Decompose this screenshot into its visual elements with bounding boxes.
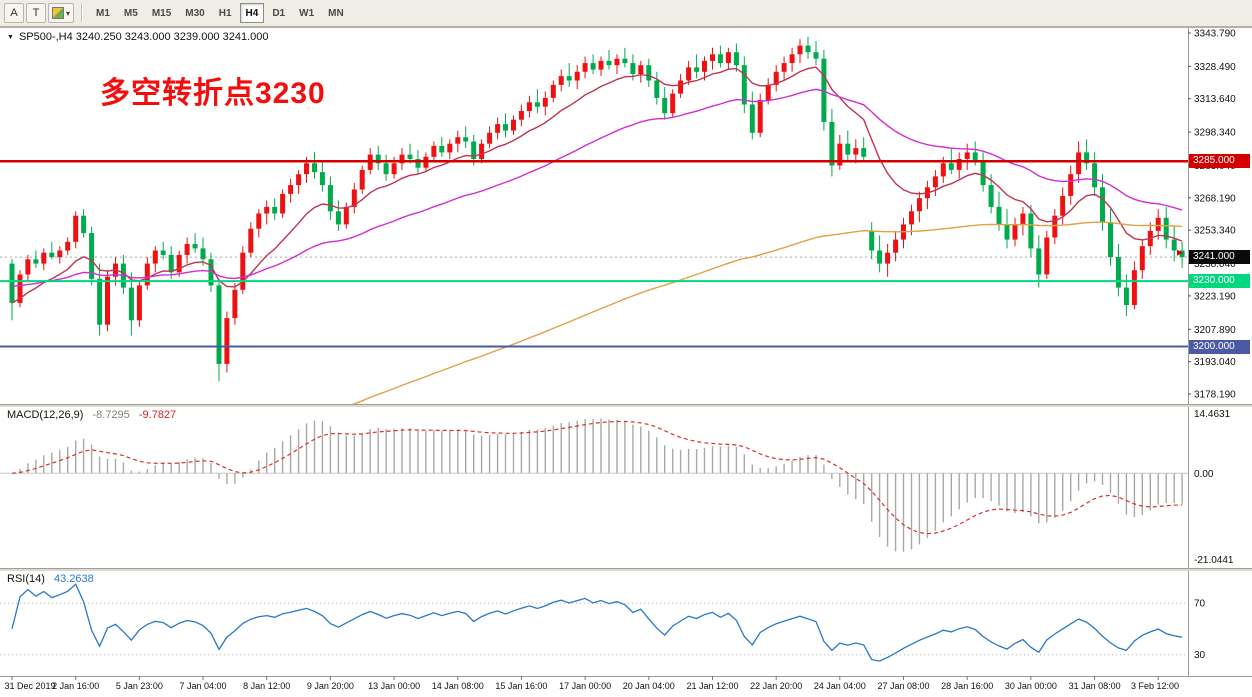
shapes-icon xyxy=(52,7,64,19)
svg-text:21 Jan 12:00: 21 Jan 12:00 xyxy=(686,681,738,691)
toolbar: A T ▾ M1 M5 M15 M30 H1 H4 D1 W1 MN xyxy=(0,0,1252,27)
svg-text:31 Jan 08:00: 31 Jan 08:00 xyxy=(1069,681,1121,691)
macd-name: MACD(12,26,9) xyxy=(7,409,84,421)
chart-title: ▼ SP500-,H4 3240.250 3243.000 3239.000 3… xyxy=(7,31,269,43)
svg-text:3178.190: 3178.190 xyxy=(1194,390,1236,401)
price-tag-3285: 3285.000 xyxy=(1189,154,1250,169)
svg-text:13 Jan 00:00: 13 Jan 00:00 xyxy=(368,681,420,691)
drawing-tools-button[interactable]: ▾ xyxy=(48,3,75,23)
svg-text:27 Jan 08:00: 27 Jan 08:00 xyxy=(877,681,929,691)
svg-text:3193.040: 3193.040 xyxy=(1194,357,1236,368)
macd-main-value: -8.7295 xyxy=(92,409,130,421)
timeframe-h1[interactable]: H1 xyxy=(213,3,238,23)
price-tag-3200: 3200.000 xyxy=(1189,339,1250,354)
ma-long-line xyxy=(351,221,1183,404)
svg-text:7 Jan 04:00: 7 Jan 04:00 xyxy=(179,681,226,691)
rsi-value: 43.2638 xyxy=(53,573,94,585)
svg-text:17 Jan 00:00: 17 Jan 00:00 xyxy=(559,681,611,691)
svg-text:28 Jan 16:00: 28 Jan 16:00 xyxy=(941,681,993,691)
main-price-pane[interactable] xyxy=(0,36,1188,529)
svg-text:3313.640: 3313.640 xyxy=(1194,94,1236,105)
timeframe-m5[interactable]: M5 xyxy=(118,3,144,23)
svg-text:-21.0441: -21.0441 xyxy=(1194,555,1234,566)
timeframe-m1[interactable]: M1 xyxy=(90,3,116,23)
ma-slow-line xyxy=(11,88,1183,287)
macd-signal-value: -9.7827 xyxy=(138,409,177,421)
rsi-name: RSI(14) xyxy=(7,573,45,585)
timeframe-m30[interactable]: M30 xyxy=(179,3,210,23)
timeframe-mn[interactable]: MN xyxy=(322,3,350,23)
svg-text:3 Feb 12:00: 3 Feb 12:00 xyxy=(1131,681,1179,691)
panel-separator-macd[interactable] xyxy=(0,404,1252,407)
svg-text:3268.190: 3268.190 xyxy=(1194,193,1236,204)
text-tool-button[interactable]: T xyxy=(26,3,46,23)
rsi-pane[interactable] xyxy=(0,583,1188,662)
svg-text:8 Jan 12:00: 8 Jan 12:00 xyxy=(243,681,290,691)
price-arrow-icon xyxy=(1177,249,1183,256)
svg-text:14.4631: 14.4631 xyxy=(1194,409,1231,420)
svg-text:3328.490: 3328.490 xyxy=(1194,62,1236,73)
macd-pane[interactable] xyxy=(0,418,1188,552)
svg-text:3253.340: 3253.340 xyxy=(1194,226,1236,237)
dropdown-marker-icon: ▼ xyxy=(7,33,14,41)
svg-text:3207.890: 3207.890 xyxy=(1194,325,1236,336)
toolbar-separator xyxy=(81,4,84,22)
svg-text:3343.790: 3343.790 xyxy=(1194,29,1236,40)
svg-text:2 Jan 16:00: 2 Jan 16:00 xyxy=(52,681,99,691)
svg-text:9 Jan 20:00: 9 Jan 20:00 xyxy=(307,681,354,691)
svg-text:15 Jan 16:00: 15 Jan 16:00 xyxy=(495,681,547,691)
svg-text:14 Jan 08:00: 14 Jan 08:00 xyxy=(432,681,484,691)
svg-text:31 Dec 2019: 31 Dec 2019 xyxy=(4,681,55,691)
svg-text:70: 70 xyxy=(1194,599,1206,610)
price-tag-3230: 3230.000 xyxy=(1189,274,1250,289)
cursor-tool-button[interactable]: A xyxy=(4,3,24,23)
rsi-line xyxy=(11,583,1183,662)
caret-down-icon: ▾ xyxy=(66,8,71,18)
rsi-label: RSI(14) 43.2638 xyxy=(7,573,100,585)
timeframe-h4[interactable]: H4 xyxy=(239,3,265,23)
svg-text:3298.340: 3298.340 xyxy=(1194,128,1236,139)
timeframe-w1[interactable]: W1 xyxy=(293,3,320,23)
svg-text:24 Jan 04:00: 24 Jan 04:00 xyxy=(814,681,866,691)
ma-fast-line xyxy=(11,66,1183,304)
chart-annotation[interactable]: 多空转折点3230 xyxy=(100,77,326,110)
svg-text:0.00: 0.00 xyxy=(1194,469,1214,480)
current-price-tag: 3241.000 xyxy=(1189,250,1250,265)
svg-text:5 Jan 23:00: 5 Jan 23:00 xyxy=(116,681,163,691)
timeframe-m15[interactable]: M15 xyxy=(146,3,177,23)
svg-text:30 Jan 00:00: 30 Jan 00:00 xyxy=(1005,681,1057,691)
panel-separator-rsi[interactable] xyxy=(0,568,1252,571)
macd-signal-line xyxy=(11,420,1183,535)
macd-label: MACD(12,26,9) -8.7295 -9.7827 xyxy=(7,409,182,421)
macd-histogram xyxy=(19,418,1183,552)
timeframe-d1[interactable]: D1 xyxy=(266,3,291,23)
svg-text:22 Jan 20:00: 22 Jan 20:00 xyxy=(750,681,802,691)
symbol-ohlc-text: SP500-,H4 3240.250 3243.000 3239.000 324… xyxy=(18,31,269,43)
svg-text:20 Jan 04:00: 20 Jan 04:00 xyxy=(623,681,675,691)
svg-text:30: 30 xyxy=(1194,650,1206,661)
svg-text:3238.040: 3238.040 xyxy=(1194,259,1236,270)
svg-text:3223.190: 3223.190 xyxy=(1194,291,1236,302)
